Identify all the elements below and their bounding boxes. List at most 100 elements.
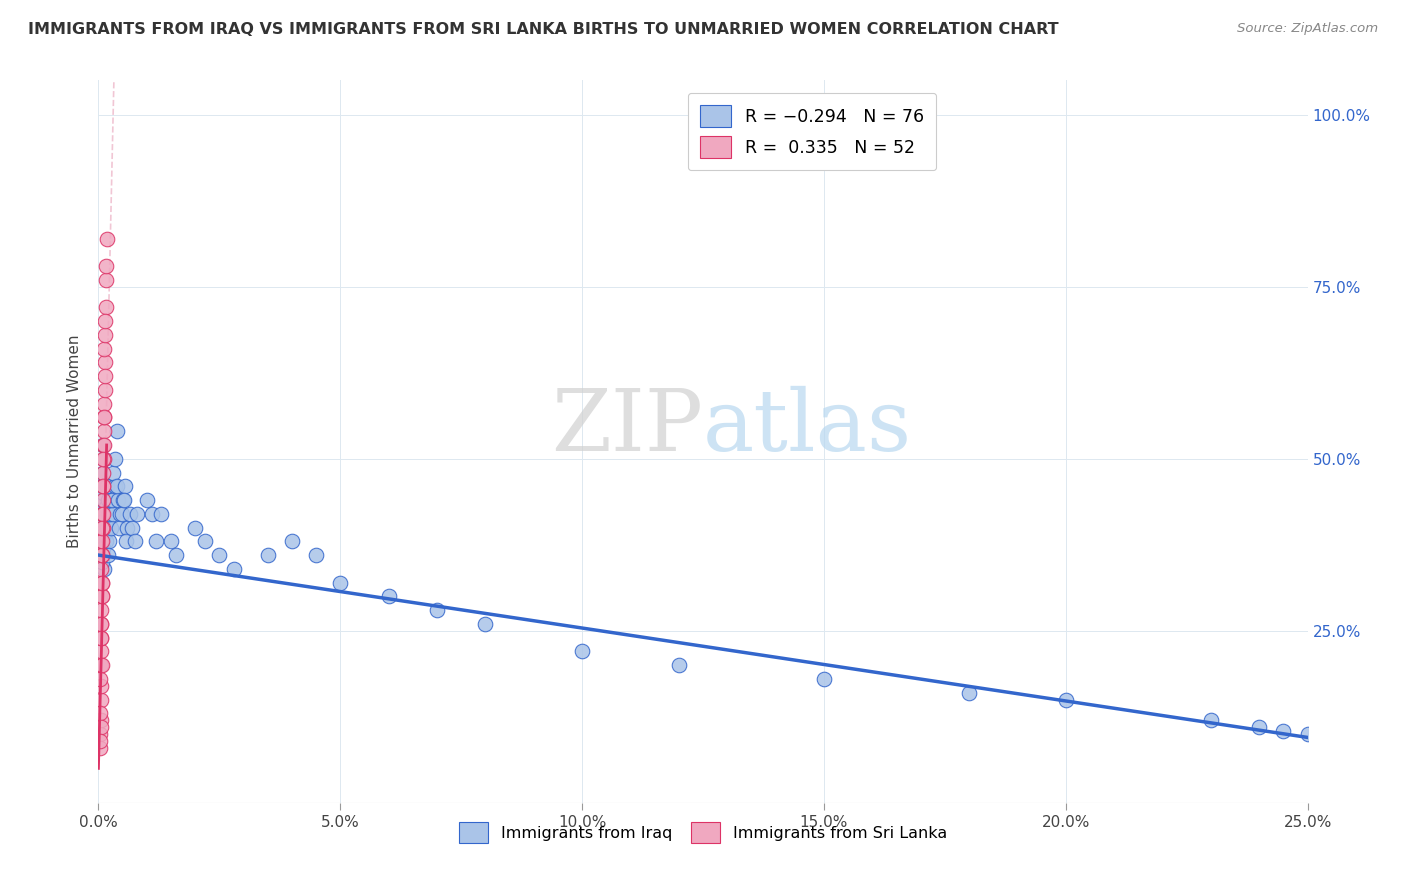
Y-axis label: Births to Unmarried Women: Births to Unmarried Women bbox=[67, 334, 83, 549]
Point bbox=[94, 301, 117, 315]
Point bbox=[89, 727, 111, 741]
Point bbox=[90, 644, 112, 658]
Legend: Immigrants from Iraq, Immigrants from Sri Lanka: Immigrants from Iraq, Immigrants from Sr… bbox=[453, 815, 953, 849]
Point bbox=[98, 507, 121, 521]
Point bbox=[104, 479, 127, 493]
Point bbox=[474, 616, 496, 631]
Point bbox=[89, 706, 111, 721]
Point bbox=[108, 507, 131, 521]
Point bbox=[111, 493, 134, 508]
Point bbox=[957, 686, 980, 700]
Point bbox=[107, 520, 129, 534]
Point bbox=[115, 534, 138, 549]
Point bbox=[117, 520, 139, 534]
Point bbox=[93, 424, 115, 438]
Point bbox=[97, 493, 120, 508]
Point bbox=[90, 616, 112, 631]
Point bbox=[89, 740, 111, 755]
Point bbox=[90, 562, 112, 576]
Point bbox=[93, 451, 115, 466]
Point bbox=[91, 575, 114, 590]
Text: atlas: atlas bbox=[703, 385, 912, 468]
Point bbox=[135, 493, 157, 508]
Point bbox=[165, 548, 187, 562]
Point bbox=[93, 493, 115, 508]
Point bbox=[93, 527, 115, 541]
Point bbox=[91, 520, 114, 534]
Point bbox=[94, 479, 117, 493]
Point bbox=[100, 520, 122, 534]
Point bbox=[668, 658, 690, 673]
Point bbox=[94, 500, 117, 514]
Point bbox=[91, 479, 114, 493]
Point bbox=[91, 466, 114, 480]
Point bbox=[93, 369, 115, 384]
Point bbox=[91, 514, 114, 528]
Text: ZIP: ZIP bbox=[551, 385, 703, 468]
Point bbox=[96, 479, 118, 493]
Point bbox=[94, 355, 117, 369]
Point bbox=[96, 231, 118, 245]
Point bbox=[305, 548, 328, 562]
Point bbox=[97, 507, 120, 521]
Point bbox=[91, 507, 114, 521]
Point bbox=[89, 734, 111, 748]
Point bbox=[91, 548, 114, 562]
Point bbox=[90, 507, 112, 521]
Point bbox=[90, 631, 112, 645]
Point bbox=[91, 534, 114, 549]
Point bbox=[91, 479, 114, 493]
Point bbox=[1199, 713, 1222, 727]
Point bbox=[94, 314, 117, 328]
Point bbox=[90, 590, 112, 604]
Point bbox=[813, 672, 835, 686]
Point bbox=[104, 451, 127, 466]
Point bbox=[93, 397, 115, 411]
Point bbox=[93, 507, 115, 521]
Point bbox=[127, 507, 149, 521]
Point bbox=[91, 438, 114, 452]
Point bbox=[208, 548, 231, 562]
Point bbox=[98, 534, 121, 549]
Point bbox=[101, 493, 124, 508]
Point bbox=[184, 520, 207, 534]
Point bbox=[90, 658, 112, 673]
Point bbox=[91, 520, 114, 534]
Point bbox=[91, 507, 114, 521]
Point bbox=[91, 493, 114, 508]
Point bbox=[93, 438, 115, 452]
Point bbox=[329, 575, 352, 590]
Point bbox=[426, 603, 449, 617]
Point bbox=[96, 520, 118, 534]
Point bbox=[94, 534, 117, 549]
Point bbox=[571, 644, 593, 658]
Point bbox=[111, 507, 134, 521]
Point bbox=[93, 410, 115, 425]
Point bbox=[91, 548, 114, 562]
Point bbox=[91, 520, 114, 534]
Point bbox=[90, 603, 112, 617]
Point bbox=[91, 541, 114, 556]
Point bbox=[256, 548, 278, 562]
Point bbox=[93, 562, 115, 576]
Point bbox=[90, 720, 112, 734]
Point bbox=[90, 631, 112, 645]
Point bbox=[101, 507, 124, 521]
Point bbox=[90, 590, 112, 604]
Point bbox=[91, 479, 114, 493]
Point bbox=[91, 548, 114, 562]
Point bbox=[90, 616, 112, 631]
Point bbox=[281, 534, 304, 549]
Point bbox=[377, 590, 399, 604]
Point bbox=[94, 259, 117, 273]
Point bbox=[150, 507, 173, 521]
Point bbox=[145, 534, 167, 549]
Point bbox=[101, 466, 124, 480]
Point bbox=[114, 479, 136, 493]
Point bbox=[124, 534, 146, 549]
Point bbox=[97, 548, 120, 562]
Point bbox=[90, 658, 112, 673]
Point bbox=[1296, 727, 1319, 741]
Point bbox=[118, 507, 141, 521]
Point bbox=[91, 486, 114, 500]
